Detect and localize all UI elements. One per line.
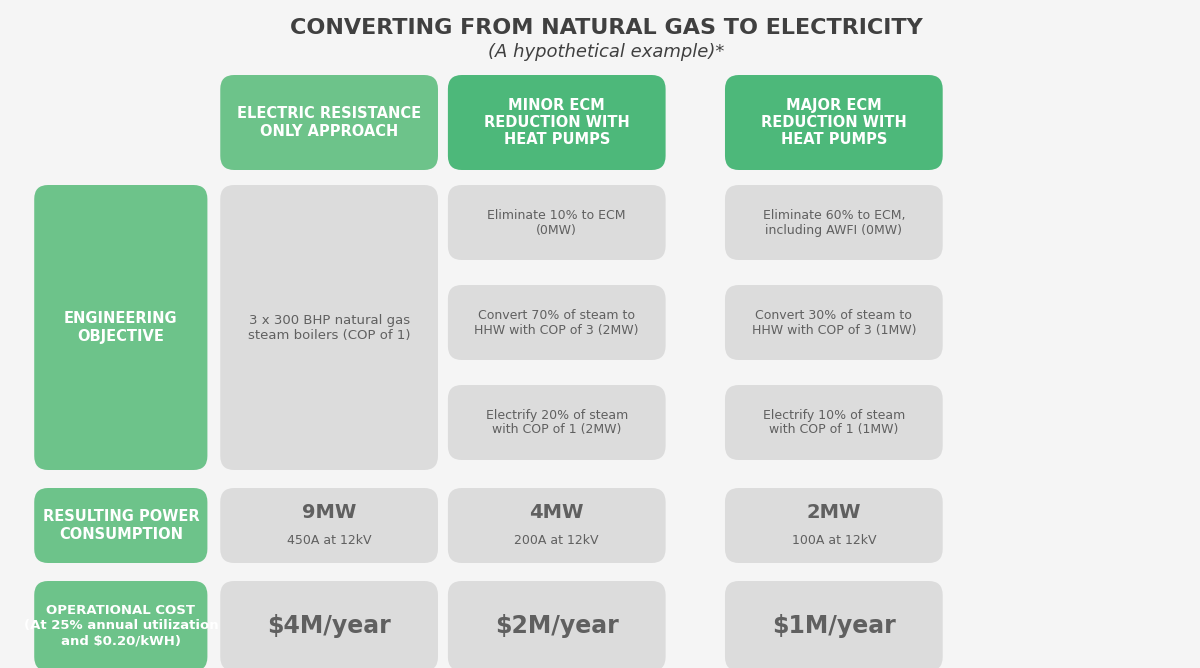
FancyBboxPatch shape [35,185,208,470]
Text: 200A at 12kV: 200A at 12kV [515,534,599,547]
FancyBboxPatch shape [448,285,666,360]
Text: MINOR ECM
REDUCTION WITH
HEAT PUMPS: MINOR ECM REDUCTION WITH HEAT PUMPS [484,98,630,148]
Text: Convert 30% of steam to
HHW with COP of 3 (1MW): Convert 30% of steam to HHW with COP of … [751,309,916,337]
Text: Eliminate 60% to ECM,
including AWFI (0MW): Eliminate 60% to ECM, including AWFI (0M… [762,208,905,236]
Text: OPERATIONAL COST
(At 25% annual utilization
and $0.20/kWH): OPERATIONAL COST (At 25% annual utilizat… [24,605,218,647]
FancyBboxPatch shape [448,488,666,563]
Text: $4M/year: $4M/year [268,614,391,638]
FancyBboxPatch shape [725,488,943,563]
FancyBboxPatch shape [725,75,943,170]
FancyBboxPatch shape [35,488,208,563]
Text: 2MW: 2MW [806,503,862,522]
FancyBboxPatch shape [725,285,943,360]
Text: CONVERTING FROM NATURAL GAS TO ELECTRICITY: CONVERTING FROM NATURAL GAS TO ELECTRICI… [290,18,923,38]
Text: ENGINEERING
OBJECTIVE: ENGINEERING OBJECTIVE [64,311,178,344]
Text: $1M/year: $1M/year [772,614,895,638]
Text: Eliminate 10% to ECM
(0MW): Eliminate 10% to ECM (0MW) [487,208,626,236]
FancyBboxPatch shape [221,488,438,563]
Text: MAJOR ECM
REDUCTION WITH
HEAT PUMPS: MAJOR ECM REDUCTION WITH HEAT PUMPS [761,98,907,148]
FancyBboxPatch shape [35,581,208,668]
Text: Electrify 20% of steam
with COP of 1 (2MW): Electrify 20% of steam with COP of 1 (2M… [486,409,628,436]
FancyBboxPatch shape [448,75,666,170]
Text: Electrify 10% of steam
with COP of 1 (1MW): Electrify 10% of steam with COP of 1 (1M… [763,409,905,436]
FancyBboxPatch shape [221,581,438,668]
Text: $2M/year: $2M/year [494,614,619,638]
Text: (A hypothetical example)*: (A hypothetical example)* [488,43,725,61]
FancyBboxPatch shape [725,581,943,668]
FancyBboxPatch shape [448,185,666,260]
Text: ELECTRIC RESISTANCE
ONLY APPROACH: ELECTRIC RESISTANCE ONLY APPROACH [238,106,421,139]
FancyBboxPatch shape [448,385,666,460]
Text: 450A at 12kV: 450A at 12kV [287,534,371,547]
Text: 4MW: 4MW [529,503,584,522]
Text: 3 x 300 BHP natural gas
steam boilers (COP of 1): 3 x 300 BHP natural gas steam boilers (C… [248,313,410,341]
FancyBboxPatch shape [221,75,438,170]
FancyBboxPatch shape [448,581,666,668]
Text: Convert 70% of steam to
HHW with COP of 3 (2MW): Convert 70% of steam to HHW with COP of … [474,309,638,337]
Text: 9MW: 9MW [302,503,356,522]
FancyBboxPatch shape [725,185,943,260]
Text: RESULTING POWER
CONSUMPTION: RESULTING POWER CONSUMPTION [42,509,199,542]
FancyBboxPatch shape [725,385,943,460]
FancyBboxPatch shape [221,185,438,470]
Text: 100A at 12kV: 100A at 12kV [792,534,876,547]
